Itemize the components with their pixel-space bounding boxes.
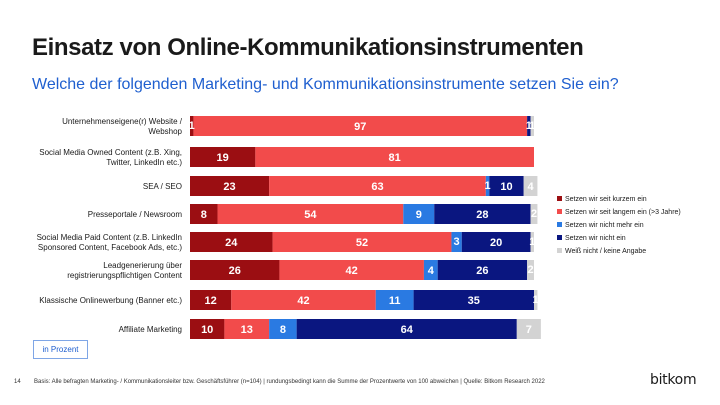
category-label: Social Media Owned Content (z.B. Xing, Tw… — [39, 148, 182, 167]
data-label: 42 — [297, 295, 309, 307]
bar-segment — [190, 319, 225, 339]
data-label: 13 — [241, 324, 253, 336]
bar-segment — [375, 290, 414, 310]
bar-segment — [523, 176, 538, 196]
bar-segment — [190, 116, 194, 136]
data-label: 54 — [304, 209, 317, 221]
legend-swatch — [557, 222, 562, 227]
data-label: 63 — [371, 181, 383, 193]
bar-segment — [224, 319, 270, 339]
data-label: 8 — [280, 324, 286, 336]
category-label: Klassische Onlinewerbung (Banner etc.) — [39, 296, 182, 305]
bar-segment — [489, 176, 524, 196]
page-number: 14 — [14, 379, 21, 385]
data-label: 11 — [389, 295, 401, 307]
data-label: 8 — [201, 209, 207, 221]
data-label: 26 — [229, 265, 241, 277]
data-label: 10 — [500, 181, 512, 193]
page-subtitle: Welche der folgenden Marketing- und Komm… — [32, 76, 619, 93]
data-label: 3 — [454, 236, 460, 248]
data-label: 35 — [468, 295, 480, 307]
bar-segment — [190, 232, 273, 252]
bar-segment — [296, 319, 517, 339]
data-label: 4 — [527, 181, 534, 193]
data-label: 4 — [428, 265, 435, 277]
bar-segment — [190, 290, 232, 310]
bar-segment — [217, 204, 404, 224]
data-label: 1 — [529, 120, 535, 132]
data-label: 1 — [189, 120, 195, 132]
category-label: Unternehmenseigene(r) Website / Webshop — [62, 117, 183, 136]
data-label: 42 — [346, 265, 358, 277]
bar-segment — [527, 116, 531, 136]
bar-segment — [190, 204, 218, 224]
legend-swatch — [557, 248, 562, 253]
category-label: Presseportale / Newsroom — [88, 210, 183, 219]
bar-segment — [190, 260, 280, 280]
data-label: 7 — [526, 324, 532, 336]
data-label: 20 — [490, 237, 502, 249]
data-label: 1 — [533, 294, 539, 306]
brand-logo: bitkom — [650, 372, 697, 388]
bar-segment — [272, 232, 452, 252]
data-label: 24 — [225, 237, 238, 249]
category-label: Leadgenerierung über registrierungspflich… — [67, 261, 183, 280]
bar-segment — [534, 290, 538, 310]
data-label: 97 — [354, 121, 366, 133]
unit-label: in Prozent — [33, 340, 88, 359]
bar-segment — [193, 116, 528, 136]
category-label: Affiliate Marketing — [119, 325, 182, 334]
category-label: SEA / SEO — [143, 182, 182, 191]
bar-segment — [437, 260, 528, 280]
legend-label: Weiß nicht / keine Angabe — [565, 248, 646, 255]
legend-swatch — [557, 235, 562, 240]
bar-segment — [255, 147, 535, 167]
bar-segment — [423, 260, 438, 280]
data-label: 10 — [201, 324, 213, 336]
bar-segment — [530, 232, 534, 252]
legend-label: Setzen wir seit langem ein (>3 Jahre) — [565, 209, 681, 216]
data-label: 64 — [401, 324, 414, 336]
bar-segment — [516, 319, 541, 339]
bar-segment — [527, 260, 534, 280]
bar-segment — [485, 176, 490, 196]
legend-label: Setzen wir nicht mehr ein — [565, 222, 644, 229]
legend-swatch — [557, 196, 562, 201]
data-label: 9 — [416, 209, 422, 221]
category-label: Social Media Paid Content (z.B. LinkedIn… — [37, 233, 183, 252]
legend-swatch — [557, 209, 562, 214]
bar-segment — [279, 260, 424, 280]
bar-segment — [231, 290, 376, 310]
data-label: 2 — [531, 208, 537, 220]
data-label: 1 — [529, 236, 535, 248]
data-label: 1 — [526, 120, 532, 132]
bar-segment — [461, 232, 531, 252]
data-label: 81 — [389, 152, 401, 164]
data-label: 2 — [527, 264, 533, 276]
data-label: 23 — [223, 181, 235, 193]
bar-segment — [403, 204, 435, 224]
legend-label: Setzen wir seit kurzem ein — [565, 196, 647, 203]
data-label: 19 — [217, 152, 229, 164]
bar-segment — [269, 319, 297, 339]
bar-segment — [190, 147, 256, 167]
bar-segment — [434, 204, 531, 224]
data-label: 1 — [484, 180, 490, 192]
page-title: Einsatz von Online-Kommunikationsinstrum… — [32, 34, 584, 61]
bar-segment — [190, 176, 270, 196]
data-label: 12 — [205, 295, 217, 307]
bar-segment — [530, 116, 534, 136]
data-label: 28 — [476, 209, 488, 221]
data-label: 26 — [476, 265, 488, 277]
bar-segment — [269, 176, 486, 196]
footnote: Basis: Alle befragten Marketing- / Kommu… — [34, 379, 545, 385]
data-label: 52 — [356, 237, 368, 249]
bar-segment — [413, 290, 534, 310]
legend-label: Setzen wir nicht ein — [565, 235, 626, 242]
bar-segment — [451, 232, 462, 252]
bar-segment — [530, 204, 538, 224]
